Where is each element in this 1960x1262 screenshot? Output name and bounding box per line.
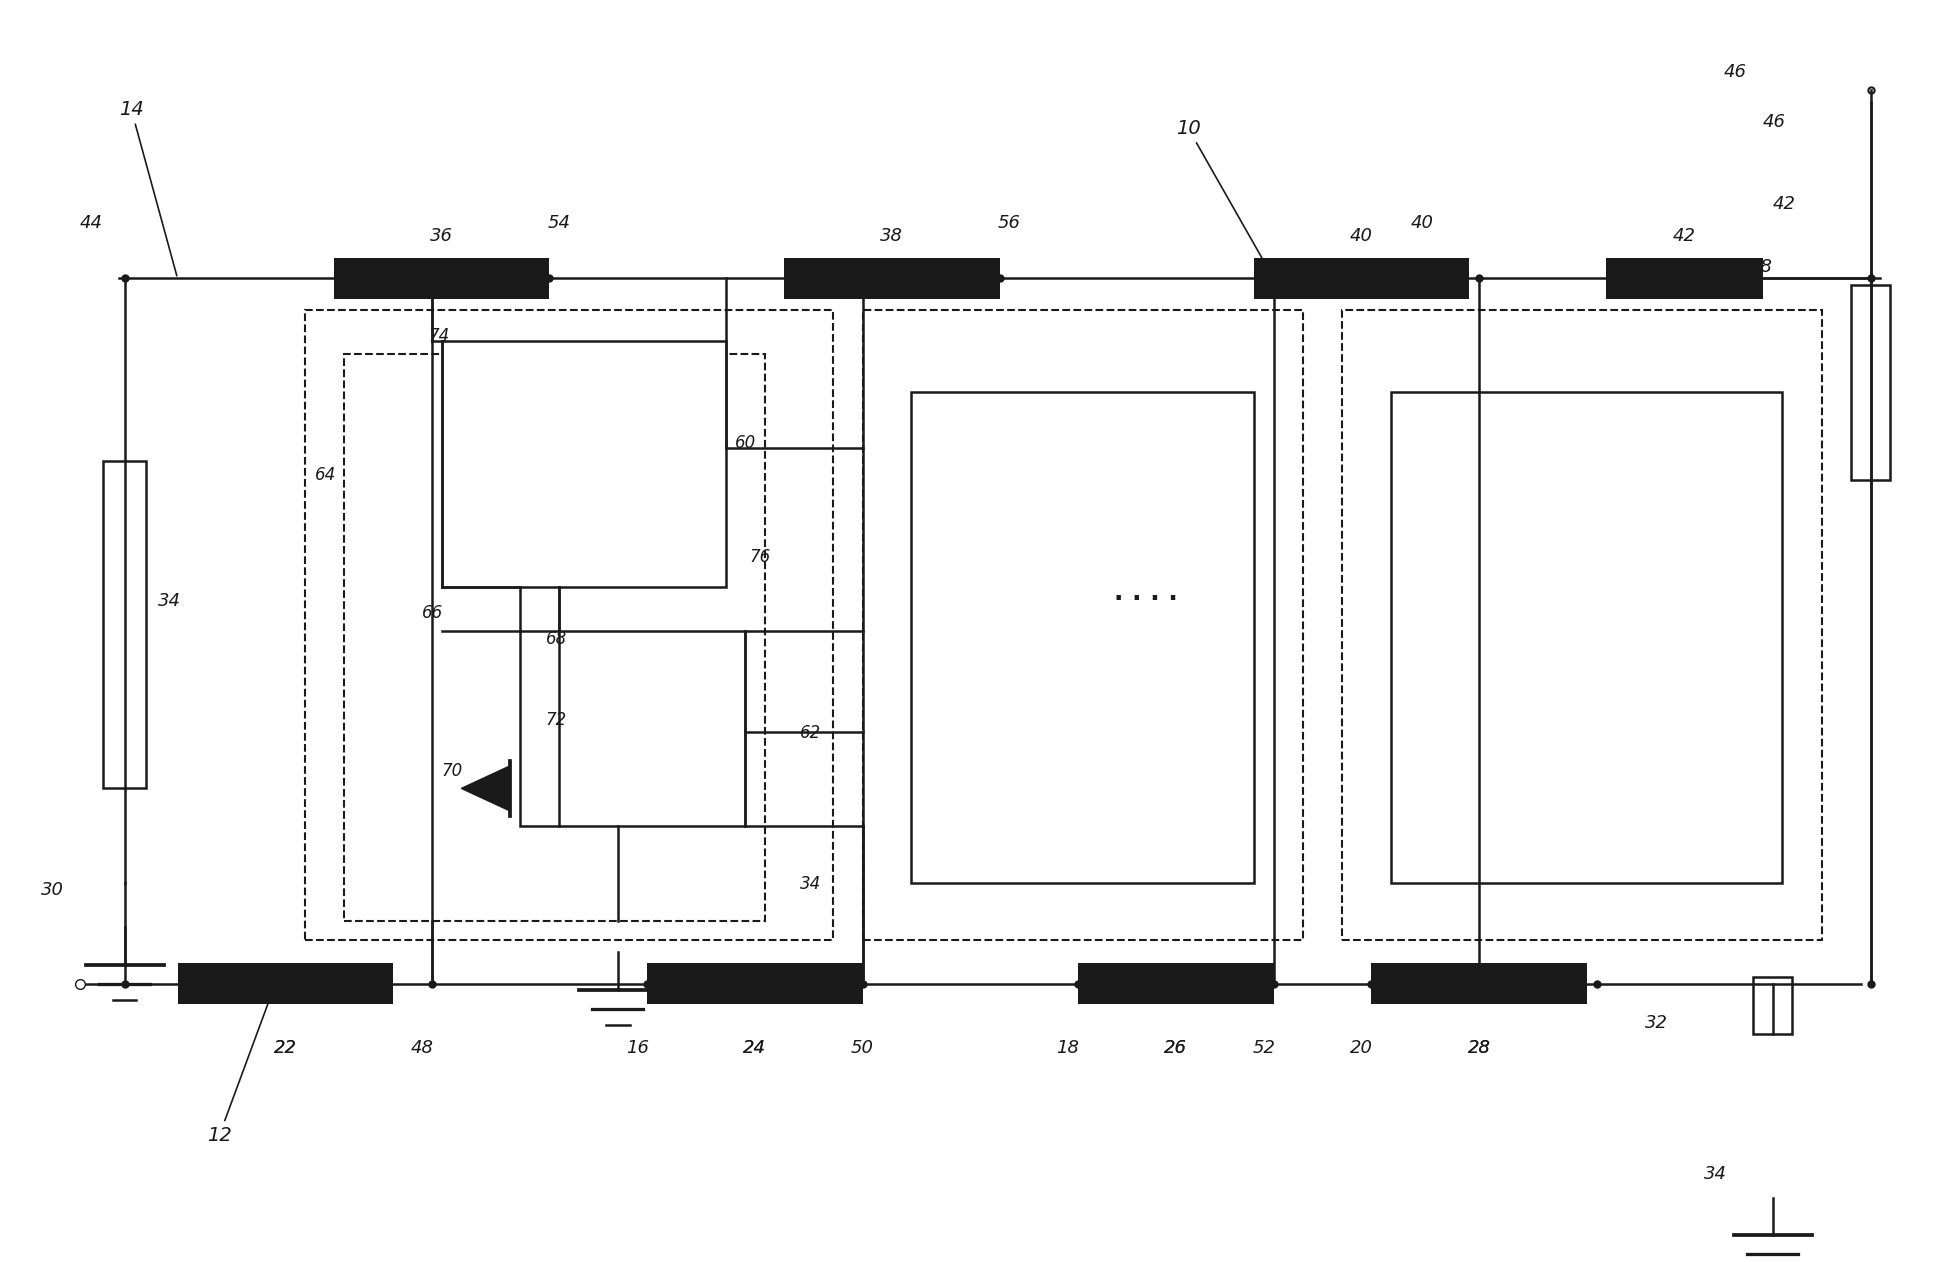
Polygon shape [461, 766, 510, 811]
Text: 64: 64 [314, 466, 335, 483]
Bar [784, 259, 1000, 299]
Text: 22: 22 [274, 1039, 296, 1056]
Text: 48: 48 [412, 1039, 433, 1056]
Text: 58: 58 [1748, 259, 1772, 276]
Bar [304, 310, 833, 939]
Text: 22: 22 [274, 1039, 296, 1056]
Bar [647, 963, 862, 1003]
Text: 26: 26 [1164, 1039, 1188, 1056]
Text: 34: 34 [1703, 1165, 1727, 1182]
Text: 10: 10 [1176, 119, 1272, 276]
Text: 38: 38 [880, 227, 904, 245]
Text: 24: 24 [743, 1039, 766, 1056]
Bar [1254, 259, 1470, 299]
Text: 14: 14 [120, 100, 176, 275]
Text: 16: 16 [625, 1039, 649, 1056]
Bar [1752, 977, 1791, 1034]
Text: 18: 18 [1056, 1039, 1080, 1056]
Text: 34: 34 [159, 592, 180, 610]
Text: 24: 24 [743, 1039, 766, 1056]
Text: 70: 70 [441, 762, 463, 780]
Bar [1343, 310, 1821, 939]
Text: 54: 54 [547, 215, 570, 232]
Text: 68: 68 [545, 630, 566, 647]
Text: 32: 32 [1646, 1013, 1668, 1031]
Text: 76: 76 [749, 548, 770, 565]
Bar [1850, 285, 1889, 480]
Bar [1078, 963, 1274, 1003]
Bar [333, 259, 549, 299]
Text: 42: 42 [1772, 196, 1795, 213]
Text: 44: 44 [80, 215, 102, 232]
Bar [1607, 259, 1762, 299]
Text: 50: 50 [851, 1039, 874, 1056]
Text: 52: 52 [1252, 1039, 1276, 1056]
Text: 40: 40 [1411, 215, 1433, 232]
Text: 72: 72 [545, 712, 566, 729]
Text: 20: 20 [1350, 1039, 1374, 1056]
Text: 12: 12 [208, 986, 274, 1145]
Bar [441, 342, 725, 587]
Text: 36: 36 [431, 227, 453, 245]
Bar [519, 631, 745, 827]
Text: 56: 56 [998, 215, 1021, 232]
Text: 30: 30 [41, 881, 63, 900]
Bar [178, 963, 392, 1003]
Bar [104, 461, 147, 789]
Text: 46: 46 [1723, 63, 1746, 81]
Text: 46: 46 [1762, 114, 1786, 131]
Text: 60: 60 [735, 434, 757, 452]
Bar [1392, 391, 1782, 883]
Text: 66: 66 [421, 604, 443, 622]
Bar [343, 353, 764, 920]
Text: 26: 26 [1164, 1039, 1188, 1056]
Text: 40: 40 [1350, 227, 1374, 245]
Text: 74: 74 [427, 327, 449, 346]
Bar [862, 310, 1303, 939]
Bar [1372, 963, 1588, 1003]
Text: 62: 62 [800, 724, 821, 742]
Text: 42: 42 [1674, 227, 1695, 245]
Text: 34: 34 [800, 875, 821, 893]
Text: 28: 28 [1468, 1039, 1492, 1056]
Text: 28: 28 [1468, 1039, 1492, 1056]
Text: · · · ·: · · · · [1115, 587, 1178, 611]
Bar [911, 391, 1254, 883]
